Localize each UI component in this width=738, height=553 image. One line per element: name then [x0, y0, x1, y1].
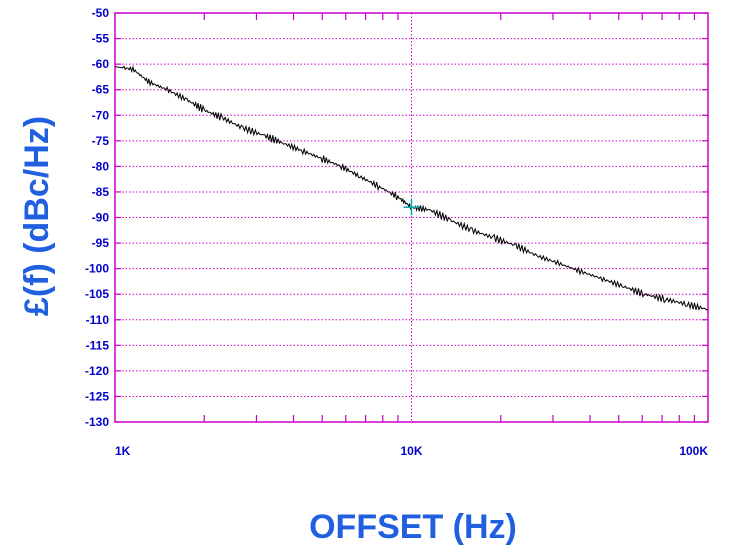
y-tick-label: -105	[85, 287, 109, 301]
y-tick-label: -95	[92, 236, 110, 250]
y-tick-label: -55	[92, 32, 110, 46]
y-tick-label: -100	[85, 262, 109, 276]
y-axis-title: £(f) (dBc/Hz)	[18, 116, 56, 316]
y-tick-label: -65	[92, 83, 110, 97]
y-tick-label: -80	[92, 159, 110, 173]
y-tick-label: -85	[92, 185, 110, 199]
y-tick-label: -60	[92, 57, 110, 71]
x-tick-label: 1K	[115, 444, 131, 458]
y-tick-label: -75	[92, 134, 110, 148]
grid-lines	[115, 13, 708, 422]
x-tick-label: 10K	[400, 444, 422, 458]
y-tick-label: -90	[92, 211, 110, 225]
x-tick-label: 100K	[679, 444, 708, 458]
y-tick-labels: -50 -55 -60 -65 -70 -75 -80 -85 -90 -95 -100 -105 -1…	[85, 6, 109, 429]
x-tick-labels: 1K 10K 100K	[115, 444, 708, 458]
plot-frame	[114, 12, 709, 423]
cursor-marker	[403, 199, 420, 216]
x-axis-title: OFFSET (Hz)	[309, 508, 517, 546]
y-tick-label: -125	[85, 389, 109, 403]
y-tick-label: -120	[85, 364, 109, 378]
y-tick-label: -115	[86, 338, 110, 352]
series-line	[114, 65, 709, 311]
y-tick-label: -130	[85, 415, 109, 429]
y-tick-label: -50	[92, 6, 110, 20]
y-tick-label: -70	[92, 108, 110, 122]
y-tick-label: -110	[86, 313, 110, 327]
